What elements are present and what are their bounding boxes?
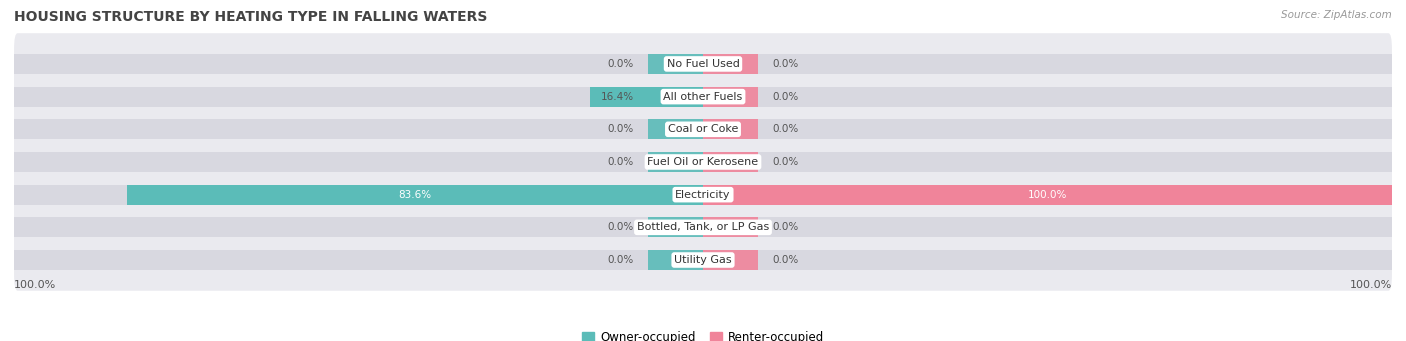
Bar xyxy=(703,217,1392,237)
Bar xyxy=(648,119,703,139)
Bar xyxy=(591,87,703,107)
Text: 0.0%: 0.0% xyxy=(607,59,634,69)
FancyBboxPatch shape xyxy=(14,33,1392,95)
Bar xyxy=(703,250,1392,270)
Text: 100.0%: 100.0% xyxy=(1350,280,1392,290)
Bar xyxy=(14,87,703,107)
FancyBboxPatch shape xyxy=(14,197,1392,258)
Bar xyxy=(703,152,758,172)
Bar xyxy=(14,119,703,139)
Text: 100.0%: 100.0% xyxy=(14,280,56,290)
Bar xyxy=(703,87,758,107)
Bar xyxy=(648,54,703,74)
Text: 100.0%: 100.0% xyxy=(1028,190,1067,199)
Text: Source: ZipAtlas.com: Source: ZipAtlas.com xyxy=(1281,10,1392,20)
Text: 0.0%: 0.0% xyxy=(772,222,799,232)
Bar xyxy=(127,185,703,205)
Bar xyxy=(703,185,1392,205)
Bar xyxy=(14,185,703,205)
Text: 0.0%: 0.0% xyxy=(772,124,799,134)
Text: 0.0%: 0.0% xyxy=(772,92,799,102)
Text: 0.0%: 0.0% xyxy=(607,124,634,134)
FancyBboxPatch shape xyxy=(14,164,1392,225)
Bar xyxy=(14,217,703,237)
Text: Bottled, Tank, or LP Gas: Bottled, Tank, or LP Gas xyxy=(637,222,769,232)
Bar xyxy=(703,119,758,139)
FancyBboxPatch shape xyxy=(14,131,1392,193)
Bar xyxy=(703,119,1392,139)
Bar xyxy=(648,152,703,172)
Text: 83.6%: 83.6% xyxy=(398,190,432,199)
Text: 0.0%: 0.0% xyxy=(607,222,634,232)
FancyBboxPatch shape xyxy=(14,66,1392,127)
Text: Coal or Coke: Coal or Coke xyxy=(668,124,738,134)
Bar xyxy=(14,250,703,270)
FancyBboxPatch shape xyxy=(14,99,1392,160)
Bar xyxy=(703,152,1392,172)
Bar xyxy=(648,250,703,270)
Text: Electricity: Electricity xyxy=(675,190,731,199)
Text: Utility Gas: Utility Gas xyxy=(675,255,731,265)
Bar xyxy=(648,217,703,237)
Text: Fuel Oil or Kerosene: Fuel Oil or Kerosene xyxy=(647,157,759,167)
Bar xyxy=(14,54,703,74)
Bar xyxy=(14,152,703,172)
Text: 0.0%: 0.0% xyxy=(607,157,634,167)
FancyBboxPatch shape xyxy=(14,229,1392,291)
Text: HOUSING STRUCTURE BY HEATING TYPE IN FALLING WATERS: HOUSING STRUCTURE BY HEATING TYPE IN FAL… xyxy=(14,10,488,24)
Bar xyxy=(703,217,758,237)
Bar xyxy=(703,54,1392,74)
Text: 0.0%: 0.0% xyxy=(607,255,634,265)
Text: 0.0%: 0.0% xyxy=(772,255,799,265)
Legend: Owner-occupied, Renter-occupied: Owner-occupied, Renter-occupied xyxy=(578,327,828,341)
Bar xyxy=(703,87,1392,107)
Text: 0.0%: 0.0% xyxy=(772,157,799,167)
Text: All other Fuels: All other Fuels xyxy=(664,92,742,102)
Bar xyxy=(703,185,1392,205)
Text: No Fuel Used: No Fuel Used xyxy=(666,59,740,69)
Bar xyxy=(703,54,758,74)
Text: 0.0%: 0.0% xyxy=(772,59,799,69)
Bar xyxy=(703,250,758,270)
Text: 16.4%: 16.4% xyxy=(600,92,634,102)
